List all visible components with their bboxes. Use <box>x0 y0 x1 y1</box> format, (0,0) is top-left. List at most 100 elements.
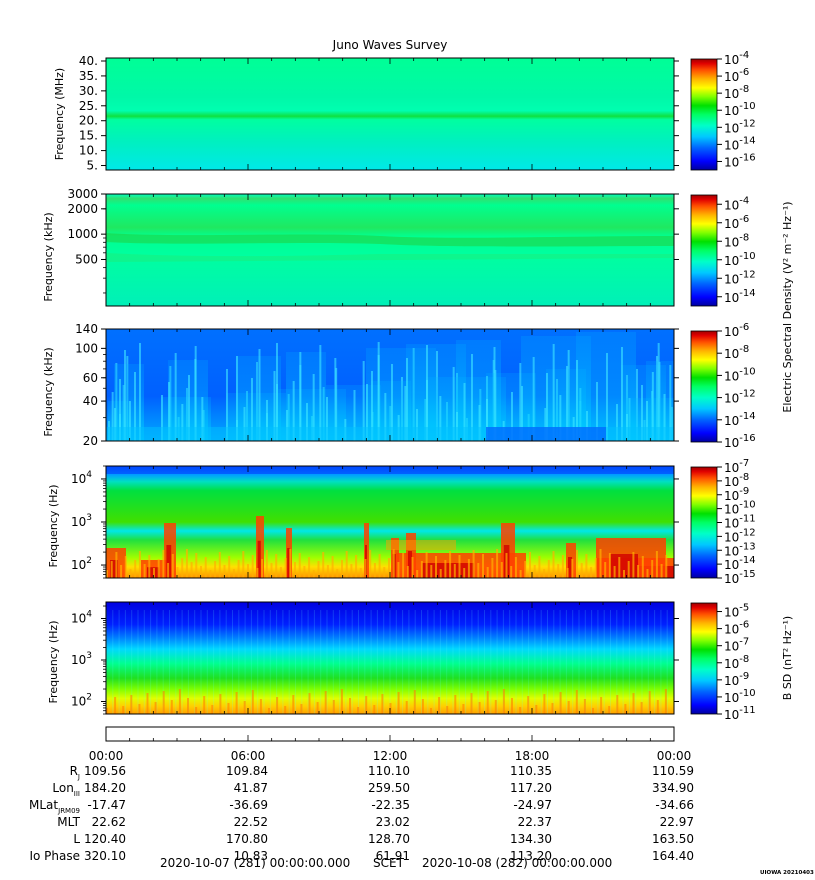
colorbar-tick-label: 10-16 <box>724 152 756 169</box>
colorbar-2 <box>690 194 718 307</box>
colorbar-tick-label: 10-5 <box>724 603 749 620</box>
spectrogram-2 <box>106 194 674 306</box>
colorbar-tick-label: 10-12 <box>724 118 756 135</box>
y-axis-label-4: Frequency (Hz) <box>47 485 60 568</box>
time-axis: 00:00 06:00 12:00 18:00 00:00 <box>89 726 692 763</box>
footer-start-date: 2020-10-07 (281) 00:00:00.000 <box>160 856 350 870</box>
footer-end-date: 2020-10-08 (282) 00:00:00.000 <box>422 856 612 870</box>
ephemeris-value: 22.62 <box>92 815 126 829</box>
colorbar-tick-label: 10-6 <box>724 620 749 637</box>
ephemeris-value: -17.47 <box>87 798 126 812</box>
y-tick-label: 30. <box>79 84 98 98</box>
y-tick-label: 1000 <box>67 227 98 241</box>
ephemeris-value: 320.10 <box>84 849 126 863</box>
y-tick-label: 2000 <box>67 202 98 216</box>
x-tick-labels: 00:00 06:00 12:00 18:00 00:00 <box>89 749 692 763</box>
colorbar-tick-label: 10-6 <box>724 67 749 84</box>
ephemeris-value: -22.35 <box>371 798 410 812</box>
x-tick-label: 12:00 <box>373 749 408 763</box>
y-ticks-3: 140 100 60 40 20 <box>75 322 679 448</box>
colorbar-tick-label: 10-15 <box>724 569 756 586</box>
y-tick-label: 100 <box>75 341 98 355</box>
colorbar-tick-label: 10-4 <box>724 195 749 212</box>
y-tick-label: 35. <box>79 69 98 83</box>
ephemeris-value: 22.97 <box>660 815 694 829</box>
ephemeris-value: 259.50 <box>368 781 410 795</box>
spectrogram-5 <box>106 602 674 714</box>
y-tick-label: 60 <box>83 371 98 385</box>
colorbar-tick-label: 10-16 <box>724 433 756 450</box>
ephemeris-value: 22.37 <box>518 815 552 829</box>
colorbar-label-5: B SD (nT² Hz⁻¹) <box>781 616 794 700</box>
ephemeris-value: 10.83 <box>234 849 268 863</box>
ephemeris-value: 109.56 <box>84 764 126 778</box>
y-axis-label-5: Frequency (Hz) <box>47 621 60 704</box>
ephemeris-value: 113.20 <box>510 849 552 863</box>
colorbar-tick-label: 10-8 <box>724 84 749 101</box>
colorbar-tick-label: 10-9 <box>724 671 749 688</box>
colorbar-tick-label: 10-10 <box>724 101 756 118</box>
ephemeris-value: -24.97 <box>513 798 552 812</box>
y-axis-label-1: Frequency (MHz) <box>53 68 66 160</box>
ephemeris-label: Io Phase <box>29 849 80 863</box>
ephemeris-label: MLatJRM09 <box>29 798 80 815</box>
colorbar-tick-label: 10-14 <box>724 135 756 152</box>
y-tick-label: 5. <box>87 159 98 173</box>
y-tick-label: 140 <box>75 322 98 336</box>
colorbar-tick-label: 10-10 <box>724 251 756 268</box>
y-tick-label: 20. <box>79 114 98 128</box>
y-tick-label: 500 <box>75 252 98 266</box>
ephemeris-label: LonIII <box>52 781 80 798</box>
y-tick-label: 102 <box>71 556 92 572</box>
colorbar-tick-label: 10-6 <box>724 322 749 339</box>
x-ticks-5 <box>105 602 675 714</box>
ephemeris-label: MLT <box>57 815 80 829</box>
ephemeris-value: 170.80 <box>226 832 268 846</box>
colorbar-tick-label: 10-7 <box>724 637 749 654</box>
y-axis-label-2: Frequency (kHz) <box>42 212 55 301</box>
y-tick-label: 3000 <box>67 187 98 201</box>
ephemeris-value: -34.66 <box>655 798 694 812</box>
ephemeris-table: RJ 109.56 109.84 110.10 110.35 110.59 LonIII 18… <box>29 764 694 863</box>
x-tick-label: 18:00 <box>515 749 550 763</box>
ephemeris-value: 117.20 <box>510 781 552 795</box>
y-tick-label: 103 <box>71 513 92 529</box>
colorbar-4 <box>690 466 718 579</box>
x-ticks-1 <box>105 58 675 170</box>
ephemeris-value: 184.20 <box>84 781 126 795</box>
ephemeris-value: 164.40 <box>652 849 694 863</box>
ephemeris-label: RJ <box>70 764 80 781</box>
colorbar-tick-label: 10-8 <box>724 344 749 361</box>
colorbar-3 <box>690 330 718 443</box>
y-tick-label: 104 <box>71 610 92 626</box>
x-tick-label: 00:00 <box>657 749 692 763</box>
colorbar-5 <box>690 602 718 715</box>
ephemeris-value: 110.35 <box>510 764 552 778</box>
colorbar-tick-label: 10-8 <box>724 232 749 249</box>
colorbar-tick-label: 10-10 <box>724 366 756 383</box>
y-tick-label: 15. <box>79 129 98 143</box>
colorbar-tick-label: 10-11 <box>724 705 756 722</box>
y-tick-label: 10. <box>79 144 98 158</box>
colorbar-tick-label: 10-14 <box>724 288 756 305</box>
ephemeris-value: 22.52 <box>234 815 268 829</box>
colorbar-tick-label: 10-4 <box>724 50 749 67</box>
ephemeris-value: 41.87 <box>234 781 268 795</box>
x-tick-label: 06:00 <box>231 749 266 763</box>
credit-stamp: UIOWA 20210403 <box>760 870 814 876</box>
colorbar-tick-label: 10-8 <box>724 654 749 671</box>
y-tick-label: 40. <box>79 54 98 68</box>
colorbar-label-2: Electric Spectral Density (V² m⁻² Hz⁻¹) <box>781 201 794 412</box>
colorbar-ticks-4: 10-710-810-910-1010-1110-1210-1310-1410-… <box>717 458 756 586</box>
x-ticks-4 <box>105 466 675 578</box>
ephemeris-label: L <box>73 832 80 846</box>
x-ticks-2 <box>105 194 675 306</box>
colorbar-tick-label: 10-14 <box>724 411 756 428</box>
x-tick-label: 00:00 <box>89 749 124 763</box>
